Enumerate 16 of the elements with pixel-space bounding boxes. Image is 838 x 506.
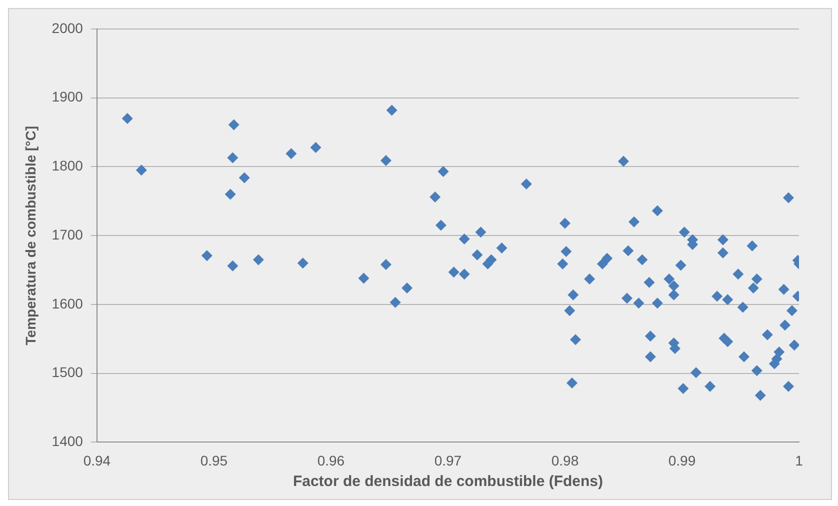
x-tick-label: 1: [795, 452, 804, 468]
x-tick-label: 0.97: [434, 452, 462, 468]
x-tick-label: 0.95: [200, 452, 228, 468]
x-tick-label: 0.98: [551, 452, 579, 468]
y-tick-label: 1400: [52, 433, 84, 450]
y-tick-label: 1800: [52, 158, 84, 174]
x-tick-label: 0.96: [317, 452, 345, 468]
y-axis-title: Temperatura de combustible [°C]: [22, 126, 38, 346]
y-tick-label: 1600: [52, 295, 84, 312]
y-tick-label: 1700: [52, 226, 84, 242]
x-tick-label: 0.99: [668, 452, 696, 468]
x-axis-title: Factor de densidad de combustible (Fdens): [292, 473, 603, 490]
y-tick-label: 1900: [52, 88, 84, 105]
y-tick-label: 2000: [52, 20, 84, 36]
x-tick-label: 0.94: [83, 452, 111, 468]
y-tick-label: 1500: [52, 364, 84, 380]
